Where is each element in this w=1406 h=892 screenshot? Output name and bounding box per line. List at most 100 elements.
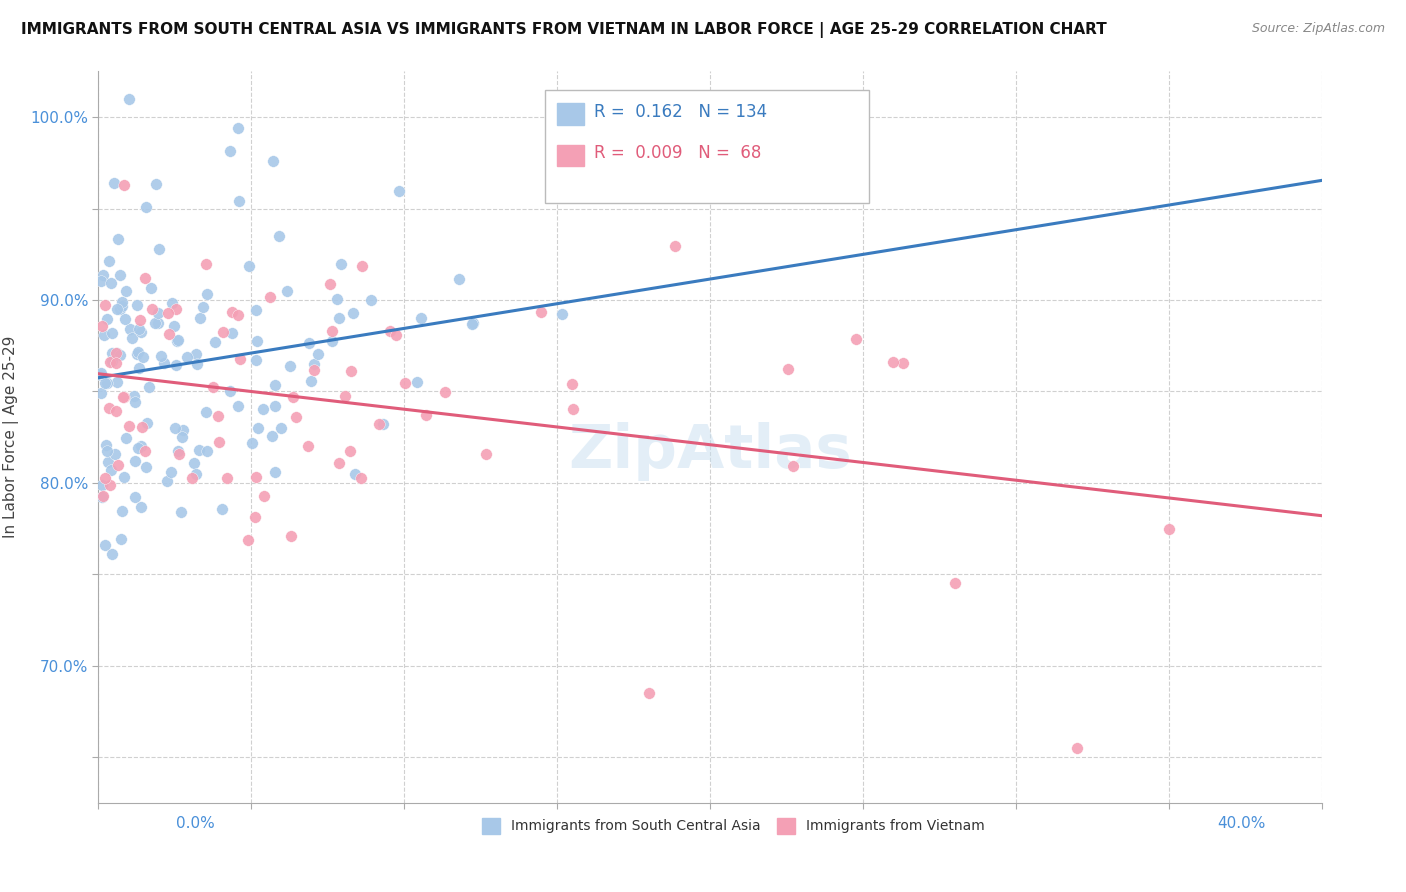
Point — [112, 470, 135, 484]
Point — [170, 505, 193, 519]
Point — [475, 447, 498, 461]
Bar — [546, 90, 869, 203]
Point — [388, 185, 411, 199]
Point — [91, 478, 114, 492]
Point — [360, 293, 382, 307]
Point — [107, 458, 129, 472]
Point — [378, 324, 401, 338]
Point — [215, 471, 238, 485]
Point — [342, 306, 364, 320]
Point — [184, 347, 207, 361]
Point — [100, 463, 122, 477]
Point — [97, 454, 120, 468]
Point — [371, 417, 394, 432]
Point — [218, 384, 240, 398]
Point — [141, 301, 163, 316]
Point — [276, 284, 298, 298]
Point — [329, 257, 352, 271]
Point — [1066, 740, 1088, 755]
Point — [415, 408, 437, 422]
Point — [238, 259, 260, 273]
Point — [163, 421, 186, 435]
Point — [891, 356, 914, 370]
Point — [98, 254, 121, 268]
Text: Immigrants from South Central Asia: Immigrants from South Central Asia — [510, 819, 761, 833]
Point — [114, 312, 136, 326]
Point — [111, 504, 134, 518]
Point — [186, 358, 208, 372]
Point — [94, 438, 117, 452]
Point — [181, 471, 204, 485]
Point — [115, 284, 138, 298]
Point — [166, 334, 188, 348]
Point — [252, 402, 274, 417]
Point — [269, 229, 291, 244]
Point — [188, 310, 211, 325]
Point — [204, 335, 226, 350]
Point — [128, 361, 150, 376]
Point — [145, 178, 167, 192]
Point — [104, 447, 127, 461]
Point — [160, 296, 183, 310]
Point — [333, 389, 356, 403]
Point — [262, 154, 284, 169]
Point — [129, 313, 152, 327]
Point — [149, 349, 172, 363]
Point — [350, 470, 373, 484]
Point — [90, 366, 112, 380]
Point — [94, 538, 117, 552]
Point — [195, 286, 218, 301]
Point — [101, 346, 124, 360]
Point — [152, 356, 174, 370]
Point — [129, 500, 152, 514]
Point — [112, 178, 135, 192]
Point — [108, 302, 131, 317]
Point — [226, 120, 249, 135]
Point — [280, 529, 302, 543]
Point — [328, 456, 350, 470]
Point — [245, 509, 267, 524]
Point — [285, 409, 308, 424]
Point — [165, 302, 187, 317]
Point — [191, 300, 214, 314]
Point — [339, 444, 361, 458]
Point — [127, 297, 149, 311]
Point — [321, 334, 343, 348]
Point — [90, 368, 112, 383]
Point — [101, 547, 124, 561]
Point — [146, 316, 169, 330]
Point — [90, 275, 112, 289]
Point — [112, 390, 135, 404]
Point — [238, 533, 260, 548]
Point — [122, 389, 145, 403]
Point — [263, 399, 285, 413]
Point — [463, 317, 485, 331]
Text: Source: ZipAtlas.com: Source: ZipAtlas.com — [1251, 22, 1385, 36]
Point — [131, 325, 153, 339]
Point — [321, 325, 343, 339]
Point — [394, 376, 416, 390]
Point — [105, 301, 128, 316]
Point — [166, 333, 188, 347]
Point — [143, 316, 166, 330]
Bar — [557, 145, 583, 167]
Point — [167, 443, 190, 458]
Point — [118, 92, 141, 106]
Point — [561, 377, 583, 392]
Point — [93, 268, 115, 282]
Point — [385, 327, 408, 342]
Point — [530, 305, 553, 319]
Text: Immigrants from Vietnam: Immigrants from Vietnam — [807, 819, 986, 833]
Point — [184, 467, 207, 482]
Point — [228, 194, 250, 208]
Point — [96, 444, 118, 458]
Point — [108, 268, 131, 282]
Point — [120, 321, 142, 335]
Point — [124, 454, 146, 468]
Point — [94, 376, 117, 390]
Point — [167, 447, 190, 461]
Point — [111, 299, 134, 313]
Point — [297, 439, 319, 453]
Point — [307, 347, 329, 361]
Text: R =  0.009   N =  68: R = 0.009 N = 68 — [593, 145, 761, 162]
